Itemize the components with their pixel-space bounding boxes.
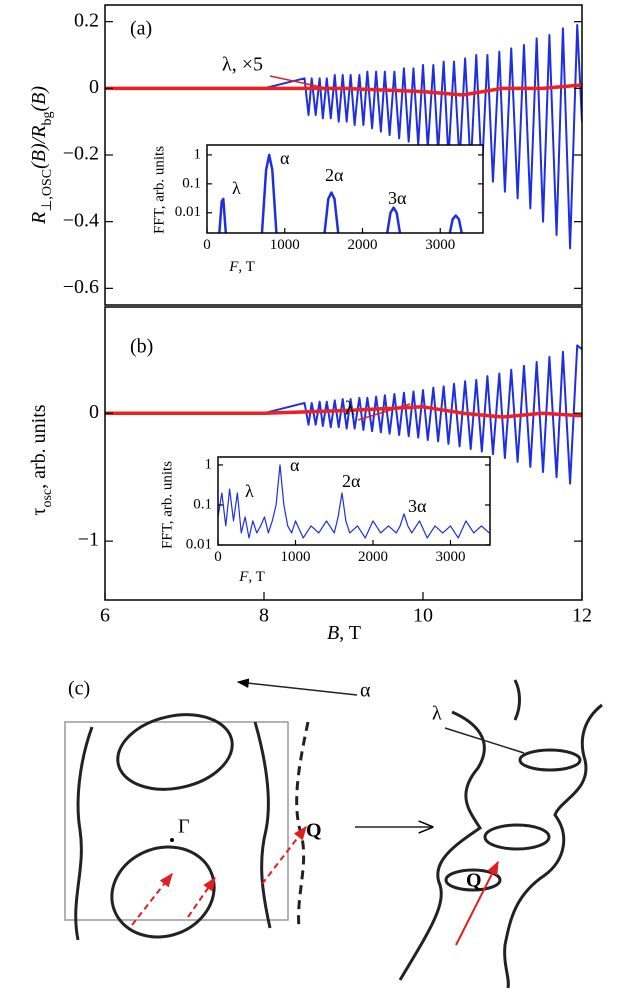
data-line (218, 153, 464, 233)
x-tick-label: 2000 (358, 549, 388, 565)
x-tick-label: 8 (259, 605, 269, 627)
lambda-orbit (483, 823, 551, 851)
x-tick-label: 10 (413, 605, 433, 627)
data-line (218, 464, 490, 539)
x-tick-label: 3000 (435, 549, 465, 565)
peak-label: α (280, 148, 290, 168)
y-axis-label: τosc, arb. units (28, 404, 55, 515)
panel-label: (b) (130, 336, 153, 358)
brillouin-zone (64, 721, 289, 921)
data-line (105, 405, 582, 419)
q-vector (131, 872, 173, 926)
fermi-sheet (74, 726, 94, 941)
diagram (64, 678, 603, 989)
y-label-part: τ (28, 508, 50, 516)
peak-label: 3α (408, 496, 427, 516)
y-tick-label: 0.01 (186, 536, 212, 552)
data-line (105, 24, 582, 250)
tube-outline (398, 710, 486, 981)
peak-label: λ (232, 178, 241, 198)
lambda-orbit (444, 868, 502, 892)
y-label-part: osc (40, 489, 55, 508)
x-axis-label: B, T (327, 622, 361, 644)
y-label-part: R (28, 126, 50, 139)
x-label-part: B (327, 622, 339, 644)
inset-x-label: F, T (238, 569, 265, 585)
y-label-part: ⊥,OSC (40, 169, 55, 212)
inset-background (218, 457, 490, 545)
x-tick-label: 0 (214, 549, 222, 565)
alpha-pocket (116, 713, 234, 791)
x-tick-label: 1000 (270, 237, 300, 253)
inset-background (207, 145, 483, 233)
peak-label: 2α (342, 471, 361, 491)
y-tick-label: −0.6 (63, 276, 99, 298)
tube-outline (513, 679, 521, 721)
peak-label: 3α (388, 188, 407, 208)
y-tick-label: 0.2 (74, 9, 99, 31)
diagram-label: Q (306, 820, 322, 842)
pointer (236, 678, 358, 696)
y-tick-label: 1 (194, 146, 202, 162)
y-label-part: (B)/ (28, 135, 50, 169)
x-tick-label: 1000 (280, 549, 310, 565)
x-tick-label: 2000 (347, 237, 377, 253)
y-tick-label: 0.01 (175, 204, 201, 220)
alpha-pocket (110, 845, 216, 939)
y-tick-label: −1 (78, 529, 99, 551)
inset-y-label: FFT, arb. units (151, 146, 167, 234)
diagram-label: Q (466, 870, 482, 892)
peak-label: λ (245, 481, 254, 501)
y-tick-label: 1 (205, 456, 213, 472)
data-line (105, 83, 582, 97)
tube-outline (503, 703, 603, 989)
y-tick-label: −0.4 (63, 209, 99, 231)
y-label-part: R (28, 212, 50, 225)
y-label-part: , arb. units (28, 404, 50, 489)
plot-frame (104, 306, 583, 601)
x-tick-label: 0 (203, 237, 211, 253)
panel-label: (c) (68, 678, 90, 700)
diagram-label: α (360, 680, 371, 702)
x-tick-label: 6 (100, 605, 110, 627)
q-vector (455, 860, 499, 946)
diagram-label: Γ (178, 816, 190, 838)
series-annotation: λ, ×5 (222, 54, 263, 76)
x-label-part: , T (339, 622, 361, 644)
series-annotation: λ (345, 398, 355, 420)
pointer (444, 727, 525, 754)
peak-label: 2α (325, 165, 344, 185)
peak-label: α (290, 455, 300, 475)
y-tick-label: 0 (89, 76, 99, 98)
y-tick-label: −0.2 (63, 143, 99, 165)
diagram-label: λ (432, 703, 442, 725)
x-label-part: , T (248, 569, 264, 585)
y-tick-label: 0.1 (182, 175, 201, 191)
y-label-part: bg (40, 112, 55, 126)
x-label-part: F (238, 569, 249, 585)
y-axis-label: R⊥,OSC(B)/Rbg(B) (28, 86, 55, 225)
inset-x-label: F, T (228, 259, 255, 275)
y-tick-label: 0 (89, 401, 99, 423)
q-vector (261, 825, 307, 885)
x-tick-label: 12 (572, 605, 592, 627)
inset-y-label: FFT, arb. units (159, 461, 175, 549)
fermi-sheet (253, 721, 272, 929)
lambda-orbit (518, 748, 582, 772)
y-tick-label: 0.1 (193, 496, 212, 512)
annotation-arrow (269, 75, 336, 91)
x-label-part: F (228, 259, 239, 275)
x-tick-label: 3000 (425, 237, 455, 253)
q-vector (187, 876, 216, 918)
plot-frame (217, 456, 491, 546)
y-label-part: (B) (28, 86, 50, 112)
panel-label: (a) (130, 18, 152, 40)
x-label-part: , T (238, 259, 254, 275)
plot-frame (206, 144, 484, 234)
annotation-arrow (357, 403, 411, 421)
gamma-point (170, 838, 174, 842)
